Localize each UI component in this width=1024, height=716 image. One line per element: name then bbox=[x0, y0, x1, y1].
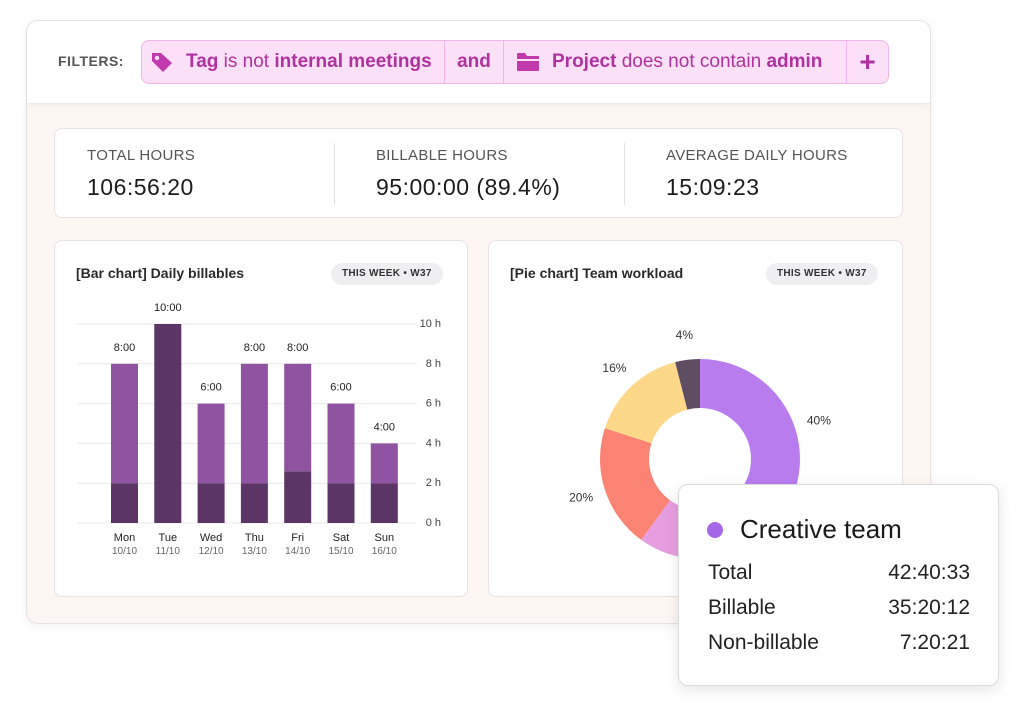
bar-segment[interactable] bbox=[240, 363, 268, 484]
x-date-label: 12/10 bbox=[199, 546, 224, 557]
x-date-label: 16/10 bbox=[372, 546, 397, 557]
stat-label: AVERAGE DAILY HOURS bbox=[666, 147, 848, 164]
bar-value-label: 6:00 bbox=[330, 382, 351, 394]
week-badge[interactable]: THIS WEEK • W37 bbox=[766, 263, 878, 285]
y-tick-label: 8 h bbox=[426, 358, 441, 370]
project-filter-chip[interactable]: Project does not contain admin bbox=[504, 41, 847, 83]
stat-value: 95:00:00 (89.4%) bbox=[376, 174, 561, 200]
pie-slice-label: 4% bbox=[676, 328, 694, 342]
tag-icon bbox=[150, 50, 174, 74]
bar-segment[interactable] bbox=[327, 403, 355, 484]
tag-filter-operator: is not bbox=[223, 51, 270, 72]
tooltip-row-label: Non-billable bbox=[708, 631, 819, 654]
project-filter-operator: does not contain bbox=[621, 51, 762, 72]
pie-chart-title: [Pie chart] Team workload bbox=[510, 265, 684, 281]
x-category-label: Fri bbox=[291, 532, 304, 544]
bar-segment[interactable] bbox=[370, 483, 398, 523]
bar-value-label: 8:00 bbox=[287, 342, 308, 354]
bar-segment[interactable] bbox=[327, 483, 355, 523]
x-category-label: Thu bbox=[245, 532, 264, 544]
y-tick-label: 0 h bbox=[426, 517, 441, 529]
stat-label: BILLABLE HOURS bbox=[376, 147, 508, 164]
x-date-label: 14/10 bbox=[285, 546, 310, 557]
folder-icon bbox=[516, 52, 540, 72]
project-filter-field: Project bbox=[552, 51, 617, 72]
bar-segment[interactable] bbox=[111, 483, 138, 523]
filter-group: Tag is not internal meetings and Project… bbox=[141, 40, 889, 84]
summary-stats: TOTAL HOURS 106:56:20 BILLABLE HOURS 95:… bbox=[54, 128, 903, 218]
x-category-label: Sat bbox=[333, 532, 350, 544]
conjunction-toggle[interactable]: and bbox=[445, 41, 504, 83]
tag-filter-field: Tag bbox=[186, 51, 219, 72]
bar-segment[interactable] bbox=[154, 324, 182, 523]
tooltip-title: Creative team bbox=[740, 514, 902, 544]
tooltip-row-total: Total 42:40:33 bbox=[708, 561, 970, 585]
pie-slice[interactable] bbox=[675, 359, 700, 410]
bar-segment[interactable] bbox=[370, 443, 398, 484]
bar-segment[interactable] bbox=[240, 483, 268, 523]
tooltip-row-label: Total bbox=[708, 561, 753, 584]
tag-filter-chip[interactable]: Tag is not internal meetings bbox=[142, 41, 445, 83]
x-category-label: Wed bbox=[200, 532, 222, 544]
stat-average-daily-hours: AVERAGE DAILY HOURS 15:09:23 bbox=[666, 147, 848, 201]
bar-value-label: 6:00 bbox=[200, 382, 221, 394]
stat-total-hours: TOTAL HOURS 106:56:20 bbox=[87, 147, 195, 201]
bar-segment[interactable] bbox=[197, 403, 225, 484]
bar-chart: 0 h 2 h 4 h 6 h 8 h 10 h 8:00 Mon 10/10 10:00 Tue 1… bbox=[77, 302, 441, 557]
pie-slice-label: 40% bbox=[807, 413, 831, 427]
bar-segment[interactable] bbox=[111, 363, 138, 484]
project-filter-value: admin bbox=[766, 51, 823, 72]
divider bbox=[624, 143, 625, 205]
tooltip-row-value: 35:20:12 bbox=[888, 596, 970, 619]
x-date-label: 10/10 bbox=[112, 546, 137, 557]
bar-value-label: 10:00 bbox=[154, 302, 182, 314]
y-tick-label: 6 h bbox=[426, 398, 441, 410]
x-category-label: Tue bbox=[159, 532, 178, 544]
bar-segment[interactable] bbox=[197, 483, 225, 523]
x-date-label: 15/10 bbox=[328, 546, 353, 557]
pie-slice-label: 16% bbox=[602, 361, 626, 375]
bar-segment[interactable] bbox=[284, 471, 312, 523]
divider bbox=[334, 143, 335, 205]
bar-value-label: 8:00 bbox=[114, 342, 135, 354]
stat-billable-hours: BILLABLE HOURS 95:00:00 (89.4%) bbox=[376, 147, 560, 201]
pie-slice-label: 20% bbox=[569, 491, 593, 505]
x-category-label: Sun bbox=[375, 532, 395, 544]
bar-chart-card: [Bar chart] Daily billables THIS WEEK • … bbox=[54, 240, 468, 597]
y-tick-label: 4 h bbox=[426, 437, 441, 449]
pie-slice[interactable] bbox=[600, 428, 671, 540]
filter-bar: FILTERS: Tag is not internal meetings an… bbox=[27, 21, 930, 104]
week-badge[interactable]: THIS WEEK • W37 bbox=[331, 263, 443, 285]
tooltip-row-value: 7:20:21 bbox=[899, 631, 970, 654]
y-tick-label: 10 h bbox=[420, 318, 441, 330]
tooltip-row-non-billable: Non-billable 7:20:21 bbox=[708, 631, 970, 655]
bar-value-label: 4:00 bbox=[374, 421, 395, 433]
x-date-label: 11/10 bbox=[156, 546, 181, 557]
y-tick-label: 2 h bbox=[426, 477, 441, 489]
x-category-label: Mon bbox=[114, 532, 135, 544]
stat-value: 15:09:23 bbox=[666, 174, 760, 200]
pie-slice[interactable] bbox=[604, 362, 688, 444]
tag-filter-value: internal meetings bbox=[274, 51, 432, 72]
bar-chart-title: [Bar chart] Daily billables bbox=[76, 265, 245, 281]
tooltip-row-billable: Billable 35:20:12 bbox=[708, 596, 970, 620]
conjunction-label: and bbox=[457, 51, 491, 72]
stat-label: TOTAL HOURS bbox=[87, 147, 196, 164]
filters-label: FILTERS: bbox=[58, 53, 124, 69]
bar-segment[interactable] bbox=[284, 363, 312, 472]
x-date-label: 13/10 bbox=[242, 546, 267, 557]
add-filter-button[interactable]: + bbox=[859, 46, 876, 77]
team-tooltip: Creative team Total 42:40:33 Billable 35… bbox=[678, 484, 999, 686]
stat-value: 106:56:20 bbox=[87, 174, 194, 200]
team-color-dot bbox=[707, 522, 723, 538]
bar-value-label: 8:00 bbox=[244, 342, 265, 354]
tooltip-row-value: 42:40:33 bbox=[888, 561, 970, 584]
tooltip-row-label: Billable bbox=[708, 596, 776, 619]
